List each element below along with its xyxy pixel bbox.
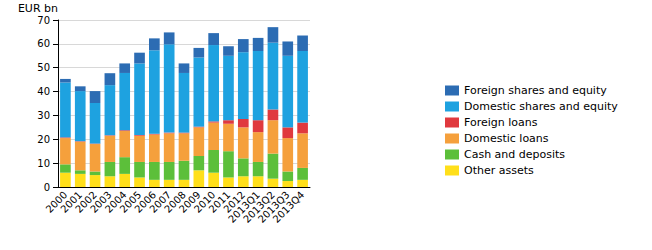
svg-text:Cash and deposits: Cash and deposits: [464, 148, 565, 161]
svg-text:20: 20: [37, 134, 50, 145]
svg-text:2002: 2002: [73, 189, 99, 215]
svg-text:2012: 2012: [221, 189, 248, 215]
svg-text:2009: 2009: [177, 189, 203, 215]
svg-text:30: 30: [37, 110, 50, 121]
svg-text:60: 60: [37, 38, 50, 49]
svg-text:0: 0: [44, 182, 50, 193]
svg-text:Foreign shares and equity: Foreign shares and equity: [464, 84, 607, 97]
svg-text:50: 50: [37, 62, 50, 73]
svg-text:2003: 2003: [88, 189, 114, 215]
svg-text:Other assets: Other assets: [464, 164, 534, 177]
svg-text:2004: 2004: [102, 189, 129, 215]
svg-text:2011: 2011: [206, 189, 233, 215]
svg-text:2013Q1: 2013Q1: [226, 189, 262, 225]
svg-text:2001: 2001: [58, 189, 85, 215]
svg-text:Foreign loans: Foreign loans: [464, 116, 538, 129]
svg-text:40: 40: [37, 86, 50, 97]
svg-text:2007: 2007: [147, 189, 174, 215]
svg-text:2013Q2: 2013Q2: [241, 189, 277, 225]
svg-text:2006: 2006: [132, 189, 159, 215]
svg-text:2000: 2000: [43, 189, 70, 215]
svg-text:70: 70: [37, 15, 50, 26]
svg-text:2010: 2010: [191, 189, 218, 215]
svg-text:2005: 2005: [117, 189, 144, 215]
svg-text:Domestic loans: Domestic loans: [464, 132, 549, 145]
svg-text:10: 10: [37, 158, 50, 169]
svg-text:2008: 2008: [162, 189, 188, 215]
svg-text:Domestic shares and equity: Domestic shares and equity: [464, 100, 618, 113]
svg-text:2013Q3: 2013Q3: [255, 189, 292, 225]
svg-text:2013Q4: 2013Q4: [271, 189, 307, 225]
svg-text:EUR bn: EUR bn: [18, 2, 58, 15]
